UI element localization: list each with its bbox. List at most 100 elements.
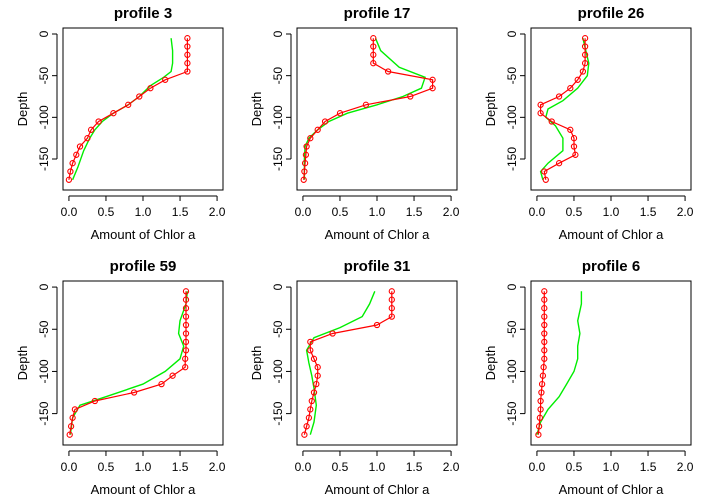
x-tick-label: 0.5 xyxy=(98,460,115,474)
observed-point xyxy=(67,423,75,430)
y-tick-label: -100 xyxy=(505,105,519,129)
y-tick-label: -50 xyxy=(505,320,519,338)
observed-series-line xyxy=(537,291,545,435)
observed-point xyxy=(388,313,395,320)
x-tick-label: 2.0 xyxy=(443,460,460,474)
observed-point xyxy=(95,118,102,125)
chart-title: profile 26 xyxy=(578,5,645,22)
x-tick-label: 1.5 xyxy=(406,460,423,474)
y-tick-label: -100 xyxy=(37,359,51,383)
observed-point xyxy=(541,347,548,354)
y-tick-label: -150 xyxy=(37,147,51,171)
observed-point xyxy=(147,85,154,92)
observed-point xyxy=(407,93,414,100)
plot-frame xyxy=(530,27,692,191)
observed-point xyxy=(302,151,310,158)
observed-point xyxy=(303,423,310,430)
observed-point xyxy=(579,68,587,75)
plot-frame xyxy=(62,280,224,446)
y-axis-label: Depth xyxy=(15,92,30,127)
y-tick-label: -100 xyxy=(271,359,285,383)
x-tick-label: 1.0 xyxy=(135,205,152,219)
y-tick-label: 0 xyxy=(505,283,519,290)
y-tick-label: -100 xyxy=(505,359,519,383)
observed-point xyxy=(110,110,117,117)
fitted-series-line xyxy=(69,291,189,435)
fitted-series-line xyxy=(536,291,583,435)
x-tick-label: 0.5 xyxy=(98,205,115,219)
x-axis-label: Amount of Chlor a xyxy=(91,482,197,497)
observed-point xyxy=(370,51,377,58)
observed-point xyxy=(373,321,381,329)
y-tick-label: 0 xyxy=(37,283,51,290)
y-tick-label: -150 xyxy=(271,147,285,171)
observed-point xyxy=(570,143,578,150)
observed-point xyxy=(65,176,73,183)
observed-point xyxy=(305,414,313,421)
observed-point xyxy=(581,35,589,42)
observed-point xyxy=(158,380,165,388)
observed-point xyxy=(321,118,329,125)
x-tick-label: 1.5 xyxy=(640,460,657,474)
fitted-series-line xyxy=(303,37,426,180)
observed-point xyxy=(69,414,76,421)
x-tick-label: 2.0 xyxy=(677,205,694,219)
y-tick-label: -50 xyxy=(37,320,51,338)
y-tick-label: -50 xyxy=(37,67,51,85)
y-tick-label: 0 xyxy=(505,30,519,37)
x-axis-label: Amount of Chlor a xyxy=(559,227,665,242)
y-axis-label: Depth xyxy=(483,92,498,127)
observed-point xyxy=(84,135,91,142)
observed-point xyxy=(370,43,377,50)
observed-point xyxy=(136,93,143,100)
x-tick-label: 0.0 xyxy=(529,460,546,474)
observed-point xyxy=(581,60,589,67)
x-tick-label: 0.5 xyxy=(566,460,583,474)
observed-point xyxy=(307,135,314,142)
y-tick-label: -50 xyxy=(271,320,285,338)
observed-point xyxy=(303,143,310,150)
observed-point xyxy=(307,338,314,346)
observed-point xyxy=(581,43,589,50)
observed-point xyxy=(182,296,190,303)
chart-panel-4: profile 59 Amount of Chlor a Depth 0.0 0.5 1.… xyxy=(15,258,226,497)
x-tick-label: 0.5 xyxy=(332,205,349,219)
observed-point xyxy=(388,288,395,295)
observed-point xyxy=(570,135,578,142)
observed-point xyxy=(310,355,318,362)
observed-point xyxy=(182,305,190,312)
observed-point xyxy=(370,35,377,42)
observed-series-line xyxy=(539,38,586,180)
x-axis-label: Amount of Chlor a xyxy=(325,482,431,497)
observed-point xyxy=(537,110,544,117)
observed-point xyxy=(182,321,190,329)
chart-panel-1: profile 3 Amount of Chlor a Depth 0.0 0.5 1.0… xyxy=(15,5,226,242)
chart-title: profile 6 xyxy=(582,258,640,275)
observed-point xyxy=(310,389,318,396)
y-tick-label: -100 xyxy=(37,105,51,129)
observed-point xyxy=(184,43,191,50)
observed-point xyxy=(67,168,74,175)
observed-point xyxy=(69,160,76,167)
observed-series-line xyxy=(303,38,434,180)
fitted-series-line xyxy=(305,291,376,435)
observed-point xyxy=(572,151,579,158)
observed-point xyxy=(162,76,169,83)
x-tick-label: 2.0 xyxy=(677,460,694,474)
observed-point xyxy=(182,313,190,320)
observed-point xyxy=(388,305,395,312)
observed-point xyxy=(314,126,321,133)
observed-point xyxy=(535,431,542,438)
observed-point xyxy=(182,338,190,346)
observed-point xyxy=(307,347,314,354)
observed-point xyxy=(301,168,308,175)
observed-point xyxy=(301,431,308,438)
chart-panel-3: profile 26 Amount of Chlor a Depth 0.0 0.5 1.… xyxy=(483,5,694,242)
observed-series-line xyxy=(303,291,393,435)
x-tick-label: 0.0 xyxy=(61,460,78,474)
observed-point xyxy=(182,347,190,354)
observed-point xyxy=(66,431,73,438)
chart-title: profile 59 xyxy=(110,258,177,275)
observed-point xyxy=(429,85,436,92)
observed-point xyxy=(555,160,563,167)
